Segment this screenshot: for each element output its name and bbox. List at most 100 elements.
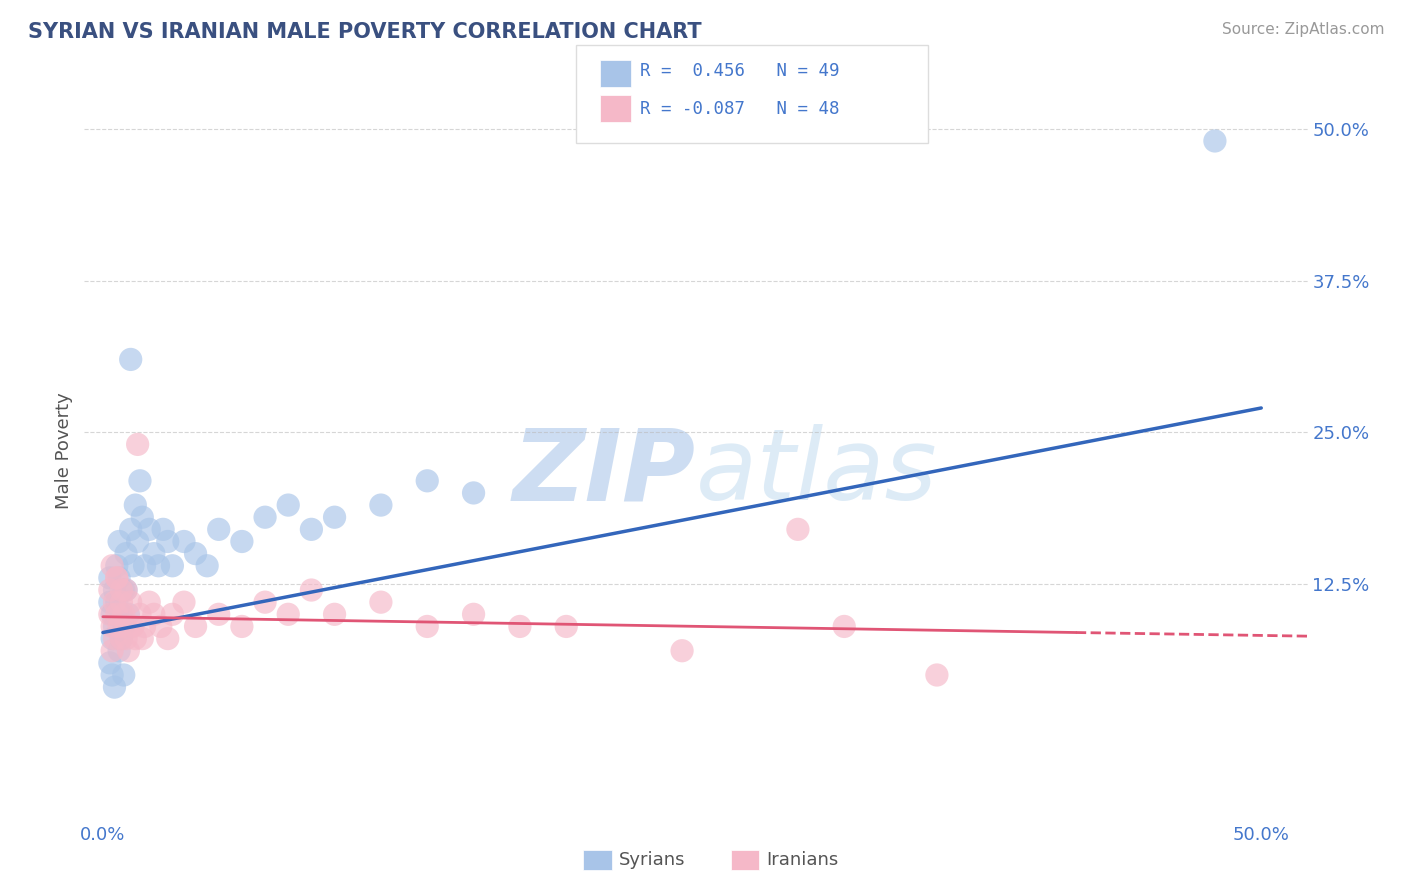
Point	[115, 582, 138, 597]
Point	[299, 522, 322, 536]
Point	[108, 534, 131, 549]
Point	[671, 644, 693, 658]
Point	[112, 619, 135, 633]
Text: atlas: atlas	[696, 425, 938, 521]
Text: R =  0.456   N = 49: R = 0.456 N = 49	[640, 62, 839, 80]
Point	[127, 437, 149, 451]
Point	[162, 558, 184, 573]
Point	[208, 607, 231, 622]
Point	[925, 668, 948, 682]
Point	[112, 607, 135, 622]
Point	[101, 619, 124, 633]
Point	[101, 607, 124, 622]
Text: Syrians: Syrians	[619, 851, 685, 869]
Point	[101, 668, 124, 682]
Point	[110, 595, 132, 609]
Text: Iranians: Iranians	[766, 851, 838, 869]
Point	[142, 547, 165, 561]
Point	[110, 632, 132, 646]
Point	[370, 498, 392, 512]
Point	[231, 534, 253, 549]
Point	[787, 522, 810, 536]
Point	[152, 522, 174, 536]
Point	[184, 547, 207, 561]
Point	[117, 644, 139, 658]
Point	[103, 595, 125, 609]
Point	[112, 582, 135, 597]
Point	[231, 619, 253, 633]
Y-axis label: Male Poverty: Male Poverty	[55, 392, 73, 508]
Point	[101, 558, 124, 573]
Point	[173, 595, 195, 609]
Point	[323, 510, 346, 524]
Point	[98, 571, 121, 585]
Point	[103, 632, 125, 646]
Point	[105, 571, 128, 585]
Point	[463, 486, 485, 500]
Point	[120, 595, 142, 609]
Point	[110, 632, 132, 646]
Point	[162, 607, 184, 622]
Point	[254, 510, 277, 524]
Point	[122, 619, 145, 633]
Point	[98, 607, 121, 622]
Point	[416, 474, 439, 488]
Point	[134, 619, 156, 633]
Point	[1204, 134, 1226, 148]
Point	[105, 558, 128, 573]
Point	[105, 607, 128, 622]
Point	[138, 522, 160, 536]
Point	[98, 582, 121, 597]
Point	[208, 522, 231, 536]
Point	[134, 558, 156, 573]
Text: SYRIAN VS IRANIAN MALE POVERTY CORRELATION CHART: SYRIAN VS IRANIAN MALE POVERTY CORRELATI…	[28, 22, 702, 42]
Point	[110, 607, 132, 622]
Point	[115, 582, 138, 597]
Point	[103, 582, 125, 597]
Point	[129, 474, 152, 488]
Point	[277, 607, 299, 622]
Point	[509, 619, 531, 633]
Point	[299, 582, 322, 597]
Point	[463, 607, 485, 622]
Point	[555, 619, 578, 633]
Point	[370, 595, 392, 609]
Point	[138, 595, 160, 609]
Point	[129, 607, 152, 622]
Point	[148, 558, 170, 573]
Point	[103, 619, 125, 633]
Point	[127, 534, 149, 549]
Point	[103, 680, 125, 694]
Point	[108, 571, 131, 585]
Point	[832, 619, 855, 633]
Point	[120, 352, 142, 367]
Point	[195, 558, 218, 573]
Point	[124, 498, 146, 512]
Point	[277, 498, 299, 512]
Point	[105, 571, 128, 585]
Point	[122, 558, 145, 573]
Point	[101, 632, 124, 646]
Point	[131, 510, 153, 524]
Text: ZIP: ZIP	[513, 425, 696, 521]
Point	[323, 607, 346, 622]
Point	[156, 534, 179, 549]
Point	[124, 632, 146, 646]
Point	[142, 607, 165, 622]
Point	[254, 595, 277, 609]
Point	[98, 656, 121, 670]
Point	[108, 644, 131, 658]
Point	[108, 619, 131, 633]
Point	[416, 619, 439, 633]
Point	[105, 595, 128, 609]
Text: Source: ZipAtlas.com: Source: ZipAtlas.com	[1222, 22, 1385, 37]
Point	[120, 522, 142, 536]
Point	[112, 668, 135, 682]
Point	[184, 619, 207, 633]
Point	[149, 619, 172, 633]
Point	[101, 644, 124, 658]
Text: R = -0.087   N = 48: R = -0.087 N = 48	[640, 100, 839, 118]
Point	[110, 582, 132, 597]
Point	[173, 534, 195, 549]
Point	[115, 632, 138, 646]
